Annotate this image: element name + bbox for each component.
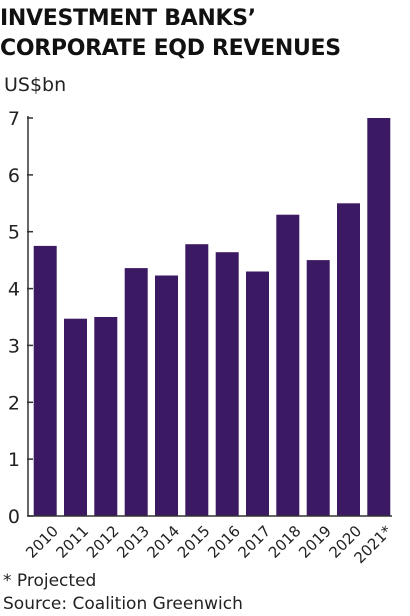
- x-tick-label: 2012: [83, 522, 123, 562]
- x-tick-label: 2011: [53, 522, 93, 562]
- footnote: * Projected: [3, 571, 97, 591]
- bar-2021: [367, 118, 391, 516]
- x-tick-label: 2015: [174, 522, 214, 562]
- chart-title-line-2: CORPORATE EQD REVENUES: [0, 36, 341, 61]
- x-tick-label: 2019: [295, 522, 335, 562]
- bars-layer: [33, 118, 391, 517]
- y-tick-label: 0: [8, 506, 20, 528]
- bar-2011: [64, 318, 87, 516]
- x-tick-label: 2013: [113, 522, 153, 562]
- bar-2020: [337, 203, 360, 517]
- bar-2015: [185, 244, 209, 516]
- y-tick-label: 7: [8, 108, 20, 130]
- y-tick-label: 4: [8, 279, 20, 301]
- y-axis-ticks: 0 1 2 3 4 5 6 7: [8, 108, 33, 528]
- x-tick-label: 2017: [235, 522, 275, 562]
- bar-2017: [246, 271, 269, 516]
- y-axis-unit-label: US$bn: [4, 74, 67, 96]
- y-tick-label: 6: [8, 165, 20, 187]
- x-tick-label: 2010: [22, 522, 62, 562]
- bar-2012: [94, 317, 118, 516]
- chart-title-line-1: INVESTMENT BANKS’: [0, 6, 256, 31]
- bar-2014: [155, 275, 178, 516]
- x-tick-label: 2016: [204, 522, 244, 562]
- source-note: Source: Coalition Greenwich: [3, 594, 243, 614]
- bar-2013: [124, 268, 148, 516]
- y-tick-label: 1: [8, 449, 20, 471]
- y-tick-label: 3: [8, 335, 20, 357]
- x-tick-label: 2018: [265, 522, 305, 562]
- x-tick-label: 2014: [144, 522, 184, 562]
- bar-2016: [215, 252, 239, 516]
- chart-title: INVESTMENT BANKS’ CORPORATE EQD REVENUES: [0, 4, 400, 64]
- y-tick-label: 5: [8, 222, 20, 244]
- bar-2010: [33, 245, 57, 516]
- y-tick-label: 2: [8, 392, 20, 414]
- bar-2019: [306, 260, 330, 516]
- bar-2018: [276, 214, 300, 516]
- x-axis-ticks: 2010201120122013201420152016201720182019…: [22, 522, 396, 567]
